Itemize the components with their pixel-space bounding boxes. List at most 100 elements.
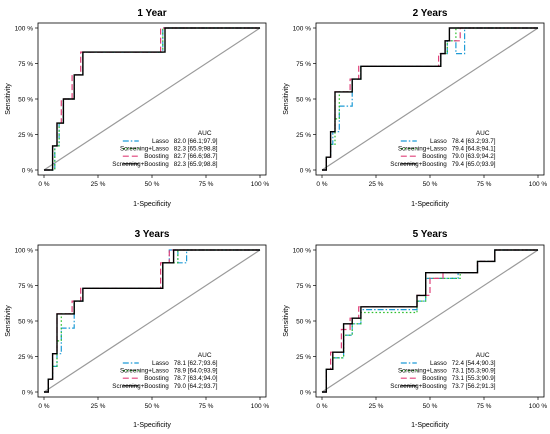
y-tick-label: 0 % [300,167,311,174]
legend-series-name: Screening+Boosting [112,161,169,168]
y-tick-label: 75 % [18,61,33,68]
legend-series-name: Lasso [152,360,169,367]
y-tick-label: 0 % [300,389,311,396]
reference-diagonal [321,249,539,393]
x-tick-label: 50 % [423,181,438,188]
x-tick-label: 25 % [369,181,384,188]
chart-title: 1 Year [137,8,166,19]
y-tick-label: 25 % [296,354,311,361]
legend-series-name: Screening+Lasso [120,368,169,375]
x-tick-label: 100 % [529,403,548,410]
y-tick-label: 50 % [18,318,33,325]
x-tick-label: 50 % [145,403,160,410]
x-tick-label: 100 % [251,181,270,188]
legend-series-name: Screening+Boosting [112,383,169,390]
legend-title: AUC [476,130,490,137]
x-tick-label: 25 % [91,181,106,188]
series-line-screening-boosting [44,249,260,393]
legend-auc-value: 82.3 [65.9;98.8] [174,146,218,153]
x-tick-label: 75 % [199,403,214,410]
chart-title: 2 Years [413,8,448,19]
y-axis-label: Sensitivity [5,83,12,115]
reference-diagonal [321,27,539,171]
x-tick-label: 75 % [199,181,214,188]
legend-series-name: Lasso [430,360,447,367]
legend-auc-value: 79.0 [64.2;93.7] [174,383,218,390]
legend-title: AUC [198,130,212,137]
series-line-screening-boosting [322,249,538,393]
y-tick-label: 100 % [15,25,34,32]
legend-title: AUC [476,352,490,359]
chart-panel-3: 3 Years 0 % 25 % 50 % 75 % 100 % 0 % 25 % 50 % 75… [5,229,269,429]
x-tick-label: 0 % [38,181,49,188]
x-tick-label: 0 % [316,181,327,188]
y-tick-label: 100 % [293,25,312,32]
legend-series-name: Boosting [422,153,447,160]
y-tick-label: 25 % [18,354,33,361]
series-line-screening-boosting [44,27,260,171]
legend-series-name: Boosting [144,375,169,382]
y-tick-label: 25 % [18,132,33,139]
x-tick-label: 100 % [251,403,270,410]
chart-panel-1: 1 Year 0 % 25 % 50 % 75 % 100 % 0 % 25 % 50 % 75 … [5,8,269,208]
legend-auc-value: 73.1 [55.3;90.9] [452,368,496,375]
legend-auc-value: 82.7 [66.6;98.7] [174,153,218,160]
y-axis-label: Sensitivity [283,83,290,115]
reference-diagonal [43,249,261,393]
x-tick-label: 0 % [316,403,327,410]
legend-auc-value: 79.4 [65.0;93.9] [452,161,496,168]
y-tick-label: 75 % [296,283,311,290]
y-tick-label: 0 % [22,389,33,396]
x-tick-label: 0 % [38,403,49,410]
y-tick-label: 75 % [18,283,33,290]
chart-panel-2: 2 Years 0 % 25 % 50 % 75 % 100 % 0 % 25 % 50 % 75… [283,8,547,208]
y-tick-label: 100 % [293,247,312,254]
x-axis-label: 1-Specificity [411,201,449,208]
x-axis-label: 1-Specificity [133,422,171,429]
y-tick-label: 100 % [15,247,34,254]
x-tick-label: 25 % [91,403,106,410]
chart-title: 5 Years [413,229,448,240]
legend-series-name: Screening+Boosting [390,383,447,390]
legend-auc-value: 82.3 [65.9;98.8] [174,161,218,168]
legend-auc-value: 73.1 [55.3;90.9] [452,375,496,382]
legend-auc-value: 79.4 [64.8;94.1] [452,146,496,153]
x-tick-label: 75 % [477,403,492,410]
legend-series-name: Screening+Boosting [390,161,447,168]
legend-series-name: Lasso [430,138,447,145]
y-tick-label: 50 % [296,318,311,325]
legend-series-name: Screening+Lasso [398,368,447,375]
x-axis-label: 1-Specificity [411,422,449,429]
x-tick-label: 50 % [145,181,160,188]
y-tick-label: 25 % [296,132,311,139]
y-axis-label: Sensitivity [5,305,12,337]
legend-auc-value: 78.7 [63.4;94.0] [174,375,218,382]
y-tick-label: 0 % [22,167,33,174]
legend-auc-value: 82.0 [66.1;97.9] [174,138,218,145]
legend-title: AUC [198,352,212,359]
x-axis-label: 1-Specificity [133,201,171,208]
x-tick-label: 75 % [477,181,492,188]
y-tick-label: 50 % [296,96,311,103]
reference-diagonal [43,27,261,171]
legend-series-name: Screening+Lasso [120,146,169,153]
legend-auc-value: 78.4 [63.2;93.7] [452,138,496,145]
legend-auc-value: 78.1 [62.7;93.6] [174,360,218,367]
y-tick-label: 50 % [18,96,33,103]
legend-auc-value: 79.0 [63.9;94.2] [452,153,496,160]
y-axis-label: Sensitivity [283,305,290,337]
legend-series-name: Boosting [422,375,447,382]
legend-auc-value: 73.7 [56.2;91.3] [452,383,496,390]
y-tick-label: 75 % [296,61,311,68]
legend-auc-value: 72.4 [54.4;90.3] [452,360,496,367]
legend-auc-value: 78.9 [64.0;93.9] [174,368,218,375]
chart-title: 3 Years [135,229,170,240]
legend-series-name: Screening+Lasso [398,146,447,153]
legend-series-name: Lasso [152,138,169,145]
legend-series-name: Boosting [144,153,169,160]
x-tick-label: 50 % [423,403,438,410]
chart-panel-4: 5 Years 0 % 25 % 50 % 75 % 100 % 0 % 25 % 50 % 75… [283,229,547,429]
series-line-screening-boosting [322,27,538,171]
x-tick-label: 100 % [529,181,548,188]
